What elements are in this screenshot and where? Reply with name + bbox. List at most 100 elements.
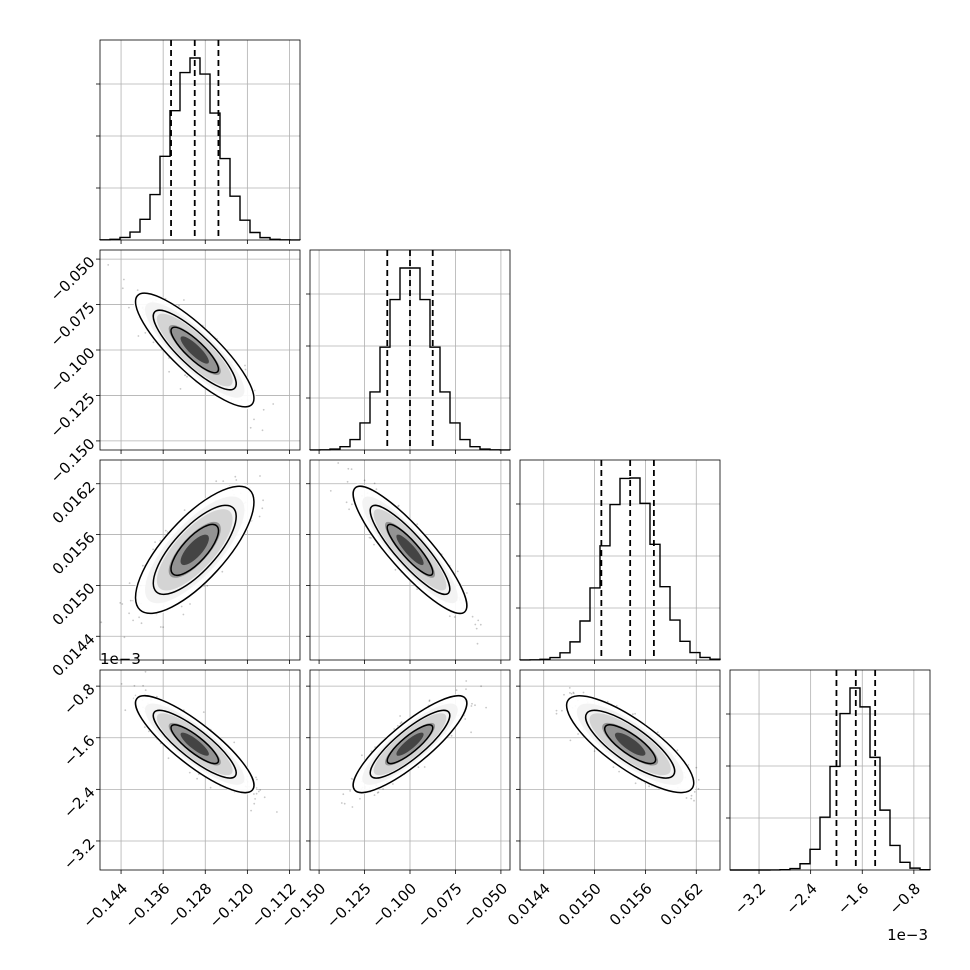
sample-point	[423, 766, 426, 768]
sample-point	[235, 479, 238, 481]
y-tick-label: −0.100	[47, 344, 99, 396]
y-tick-label: 0.0156	[49, 528, 99, 578]
sample-point	[206, 585, 209, 587]
sample-point	[141, 564, 144, 567]
sample-point	[453, 616, 456, 618]
sample-point	[656, 731, 659, 734]
histogram-0	[99, 57, 301, 241]
sample-point	[128, 582, 131, 584]
sample-point	[479, 623, 482, 626]
sample-point	[259, 475, 261, 477]
contour-0	[134, 292, 255, 408]
sample-point	[144, 670, 147, 673]
density-level-4	[614, 732, 646, 756]
sample-point	[563, 693, 565, 696]
sample-point	[350, 777, 353, 780]
contour-1	[369, 504, 451, 596]
sample-point	[121, 603, 124, 605]
sample-point	[182, 613, 185, 616]
sample-point	[347, 467, 350, 470]
sample-point	[100, 621, 103, 624]
contour-2	[603, 724, 657, 765]
sample-point	[234, 475, 237, 478]
density-level-4	[180, 534, 209, 566]
sample-point	[392, 783, 394, 785]
sample-point	[128, 612, 131, 615]
sample-point	[255, 792, 258, 795]
sample-point	[143, 726, 146, 728]
sample-point	[342, 793, 345, 796]
sample-point	[140, 622, 143, 625]
sample-point	[244, 368, 247, 371]
sample-point	[244, 364, 246, 367]
sample-point	[123, 278, 125, 281]
sample-point	[582, 691, 585, 694]
sample-point	[133, 684, 136, 687]
sample-point	[376, 792, 379, 794]
sample-point	[466, 592, 468, 594]
density-level-4	[396, 534, 424, 566]
contour-2	[386, 724, 434, 765]
y-tick-label: −0.8	[60, 680, 98, 718]
sample-point	[154, 541, 157, 543]
sample-point	[569, 692, 571, 694]
sample-point	[370, 537, 372, 539]
sample-point	[612, 766, 615, 768]
sample-point	[399, 715, 401, 717]
y-tick-label: 0.0162	[49, 478, 99, 528]
contour-2	[386, 523, 434, 577]
panel-frame	[99, 459, 301, 661]
sample-point	[107, 264, 110, 266]
sample-point	[164, 529, 167, 532]
density-level-4	[180, 336, 209, 364]
sample-point	[159, 626, 162, 628]
density-level-4	[396, 732, 424, 756]
y-tick-label: 0.0150	[49, 579, 99, 629]
sample-point	[373, 482, 376, 485]
contour-0	[134, 485, 255, 615]
sample-point	[572, 692, 575, 695]
sample-point	[373, 794, 376, 796]
sample-point	[215, 480, 218, 483]
sample-point	[474, 704, 476, 707]
sample-point	[555, 712, 558, 715]
density-level-4	[180, 732, 209, 756]
sample-point	[183, 299, 185, 301]
sample-point	[262, 499, 264, 502]
sample-point	[346, 480, 349, 483]
contour-1	[152, 309, 237, 391]
sample-point	[690, 797, 693, 800]
panel-frame	[519, 459, 721, 661]
panel-2-2	[516, 459, 721, 664]
sample-point	[455, 689, 458, 691]
sample-point	[137, 335, 140, 337]
panel-3-1: −0.150−0.125−0.100−0.075−0.050	[277, 669, 511, 932]
x-tick-label: −0.125	[323, 880, 375, 932]
sample-point	[254, 798, 256, 800]
histogram-3	[730, 687, 931, 871]
contour-2	[170, 523, 220, 577]
sample-point	[471, 702, 473, 705]
sample-point	[136, 289, 139, 291]
sample-point	[186, 375, 188, 378]
sample-point	[196, 777, 199, 780]
sample-point	[189, 603, 191, 605]
contour-2	[170, 724, 220, 765]
panel-3-3: −3.2 −2.4 −1.6 −0.8	[726, 669, 931, 918]
x-tick-label: −1.6	[834, 880, 872, 918]
sample-point	[261, 429, 264, 432]
sample-point	[470, 731, 472, 734]
sample-point	[259, 789, 262, 791]
sample-point	[129, 599, 132, 602]
sample-point	[618, 770, 620, 773]
sample-point	[394, 568, 397, 571]
y-tick-label: −2.4	[60, 783, 98, 821]
sample-point	[249, 426, 252, 429]
x-offset-label: 1e−3	[887, 926, 928, 944]
panel-2-1	[306, 459, 511, 664]
sample-point	[221, 570, 224, 573]
sample-point	[368, 536, 371, 539]
sample-point	[119, 602, 122, 604]
sample-point	[272, 403, 275, 405]
sample-point	[351, 806, 354, 808]
